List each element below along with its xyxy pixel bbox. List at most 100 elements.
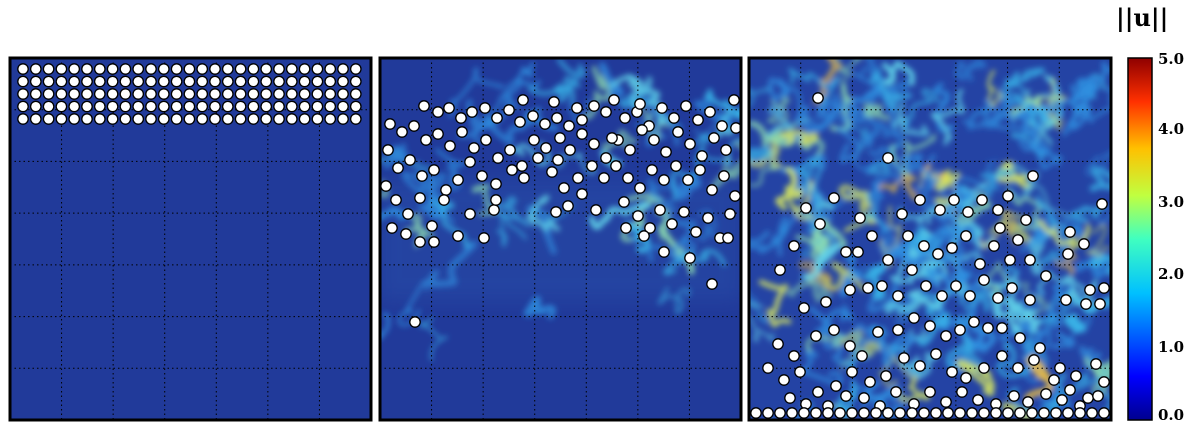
velocity-streak bbox=[693, 95, 732, 130]
particle bbox=[978, 274, 990, 286]
velocity-streak bbox=[448, 67, 505, 118]
particle bbox=[157, 88, 170, 100]
particle bbox=[416, 170, 428, 182]
velocity-streak bbox=[526, 194, 561, 233]
particle bbox=[634, 182, 646, 194]
particle bbox=[432, 128, 444, 140]
particle bbox=[1090, 358, 1102, 370]
particle bbox=[337, 63, 349, 75]
particle bbox=[646, 164, 658, 176]
particle bbox=[68, 63, 81, 75]
particle bbox=[452, 174, 464, 186]
particle bbox=[298, 75, 311, 88]
particle bbox=[992, 292, 1004, 304]
particle bbox=[17, 75, 29, 88]
particle bbox=[680, 100, 692, 112]
particle bbox=[183, 113, 196, 125]
particle bbox=[930, 348, 942, 360]
particle bbox=[1080, 298, 1092, 310]
particle bbox=[936, 290, 948, 302]
velocity-streak bbox=[426, 240, 478, 288]
particle bbox=[946, 366, 958, 378]
particle bbox=[834, 407, 846, 419]
particle bbox=[516, 160, 528, 172]
particle bbox=[324, 88, 337, 100]
velocity-streak bbox=[786, 279, 833, 304]
particle bbox=[844, 340, 856, 352]
particle bbox=[890, 386, 902, 398]
particle bbox=[221, 75, 234, 88]
particle bbox=[285, 63, 298, 75]
particle bbox=[273, 88, 285, 100]
velocity-streak bbox=[1019, 282, 1050, 315]
particle bbox=[774, 407, 786, 419]
particle bbox=[337, 100, 349, 113]
velocity-streak bbox=[871, 173, 902, 207]
velocity-streak bbox=[872, 212, 914, 265]
particle bbox=[298, 88, 311, 100]
particle bbox=[762, 362, 774, 374]
particle bbox=[1092, 390, 1104, 402]
particle bbox=[882, 152, 894, 164]
particle bbox=[966, 407, 978, 419]
particle bbox=[1074, 407, 1086, 419]
particle bbox=[706, 278, 718, 290]
particle bbox=[924, 320, 936, 332]
particle bbox=[822, 407, 834, 419]
particle bbox=[42, 88, 55, 100]
particle bbox=[490, 178, 502, 190]
particle bbox=[324, 63, 337, 75]
particle bbox=[444, 140, 456, 152]
particle bbox=[750, 407, 762, 419]
particle bbox=[846, 407, 858, 419]
particle bbox=[170, 75, 183, 88]
particle bbox=[119, 75, 132, 88]
particle bbox=[1008, 390, 1020, 402]
particle bbox=[285, 113, 298, 125]
velocity-streak bbox=[1070, 77, 1100, 111]
particle bbox=[1038, 407, 1050, 419]
particle bbox=[209, 63, 221, 75]
particle bbox=[438, 194, 450, 206]
velocity-streak bbox=[870, 70, 912, 116]
particle bbox=[68, 100, 81, 113]
particle bbox=[1006, 282, 1018, 294]
particle bbox=[882, 254, 894, 266]
particle bbox=[221, 100, 234, 113]
particle bbox=[988, 240, 1000, 252]
particle bbox=[870, 407, 882, 419]
particle bbox=[902, 230, 914, 242]
particle bbox=[1056, 394, 1068, 406]
particle bbox=[414, 192, 426, 204]
particle bbox=[858, 407, 870, 419]
particle bbox=[273, 113, 285, 125]
velocity-streak bbox=[749, 302, 775, 343]
particle bbox=[145, 113, 157, 125]
particle bbox=[384, 118, 396, 130]
particle bbox=[670, 160, 682, 172]
particle bbox=[400, 228, 412, 240]
particle bbox=[852, 246, 864, 258]
panel-2-frame bbox=[378, 56, 743, 422]
particle bbox=[456, 126, 468, 138]
velocity-streak bbox=[380, 180, 389, 198]
particle bbox=[491, 112, 503, 124]
velocity-streak bbox=[864, 103, 890, 121]
particle bbox=[404, 154, 416, 166]
particle bbox=[828, 192, 840, 204]
particle bbox=[145, 88, 157, 100]
particle bbox=[386, 222, 398, 234]
particle bbox=[432, 106, 444, 118]
particle bbox=[183, 75, 196, 88]
velocity-streak bbox=[527, 58, 586, 96]
particle bbox=[504, 144, 516, 156]
particle bbox=[960, 372, 972, 384]
particle bbox=[260, 100, 273, 113]
velocity-streak bbox=[962, 99, 1002, 129]
particle bbox=[478, 232, 490, 244]
particle bbox=[974, 258, 986, 270]
particle bbox=[132, 88, 145, 100]
particle bbox=[132, 113, 145, 125]
velocity-streak bbox=[1038, 219, 1091, 249]
particle bbox=[563, 120, 575, 132]
